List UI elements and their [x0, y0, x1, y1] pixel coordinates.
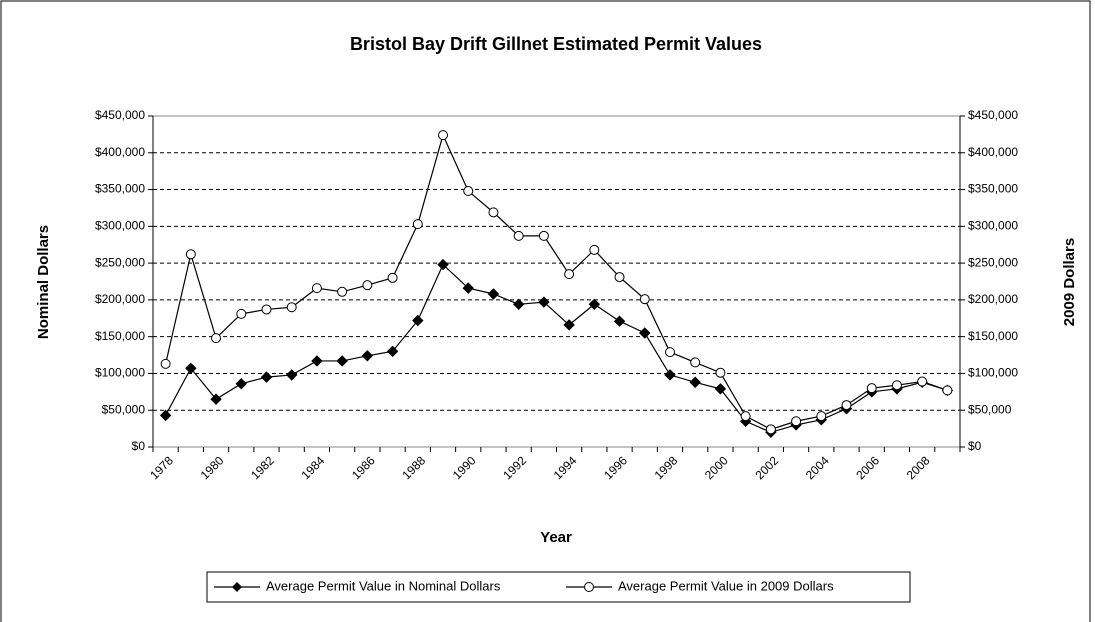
data-point — [387, 272, 398, 283]
y-tick-label: $450,000 — [95, 108, 145, 122]
y-tick-label: $400,000 — [95, 145, 145, 159]
data-point — [412, 219, 423, 230]
data-point — [412, 314, 424, 327]
y-tick-label: $0 — [132, 439, 146, 453]
data-point — [942, 385, 953, 396]
data-point — [487, 288, 500, 300]
data-point — [336, 355, 348, 367]
data-point — [462, 282, 474, 294]
y-tick-label: $350,000 — [95, 182, 145, 196]
data-point — [715, 367, 726, 378]
data-point — [160, 358, 171, 369]
y-tick-label: $250,000 — [95, 255, 145, 269]
data-point — [689, 376, 701, 388]
y2-tick-label: $350,000 — [968, 182, 1018, 196]
y2-tick-label: $0 — [968, 439, 982, 453]
y-tick-label: $300,000 — [95, 219, 145, 233]
data-point — [362, 280, 373, 291]
data-point — [588, 298, 601, 311]
data-point — [791, 416, 802, 427]
chart-title: Bristol Bay Drift Gillnet Estimated Perm… — [350, 34, 762, 54]
data-point — [286, 302, 297, 313]
y-tick-label: $150,000 — [95, 329, 145, 343]
data-point — [589, 244, 600, 255]
y-tick-label: $200,000 — [95, 292, 145, 306]
y2-tick-label: $250,000 — [968, 255, 1018, 269]
data-point — [613, 315, 626, 327]
data-point — [690, 357, 701, 368]
y-tick-label: $100,000 — [95, 366, 145, 380]
data-point — [740, 411, 751, 422]
data-point — [488, 207, 499, 218]
data-point — [564, 269, 575, 280]
legend — [206, 571, 911, 603]
legend-label: Average Permit Value in 2009 Dollars — [618, 578, 834, 593]
y-tick-label: $50,000 — [102, 402, 146, 416]
data-point — [437, 258, 449, 271]
data-point — [639, 327, 651, 339]
y2-tick-label: $50,000 — [968, 402, 1012, 416]
data-point — [463, 186, 474, 197]
data-point — [261, 304, 272, 315]
data-point — [311, 283, 322, 294]
data-point — [438, 130, 449, 141]
data-point — [260, 371, 273, 383]
data-point — [185, 249, 196, 260]
data-point — [361, 350, 374, 362]
legend-label: Average Permit Value in Nominal Dollars — [266, 578, 501, 593]
data-point — [311, 355, 323, 367]
data-point — [386, 345, 399, 358]
data-point — [285, 369, 298, 381]
y-axis-title: Nominal Dollars — [35, 225, 52, 339]
data-point — [211, 333, 222, 344]
y2-tick-label: $400,000 — [968, 145, 1018, 159]
x-axis-title: Year — [540, 529, 572, 546]
y2-tick-label: $200,000 — [968, 292, 1018, 306]
data-point — [538, 230, 549, 241]
data-point — [538, 296, 550, 308]
y2-tick-label: $100,000 — [968, 366, 1018, 380]
data-point — [866, 383, 877, 394]
legend-marker — [232, 582, 242, 592]
data-point — [563, 319, 575, 331]
y2-tick-label: $150,000 — [968, 329, 1018, 343]
legend-marker — [584, 582, 594, 592]
data-point — [664, 347, 675, 358]
data-point — [765, 424, 776, 435]
data-point — [917, 376, 928, 387]
data-point — [236, 308, 247, 319]
data-point — [210, 393, 222, 405]
data-point — [891, 380, 902, 391]
y2-axis-title: 2009 Dollars — [1061, 238, 1078, 326]
data-point — [512, 298, 525, 311]
data-point — [337, 286, 348, 297]
data-point — [714, 383, 727, 395]
data-point — [816, 411, 827, 422]
data-point — [513, 230, 524, 241]
data-point — [841, 400, 852, 411]
data-point — [614, 272, 625, 283]
data-point — [185, 362, 197, 375]
y2-tick-label: $300,000 — [968, 219, 1018, 233]
data-point — [639, 294, 650, 305]
data-point — [664, 369, 676, 381]
data-point — [159, 409, 172, 422]
y2-tick-label: $450,000 — [968, 108, 1018, 122]
data-point — [235, 378, 247, 390]
